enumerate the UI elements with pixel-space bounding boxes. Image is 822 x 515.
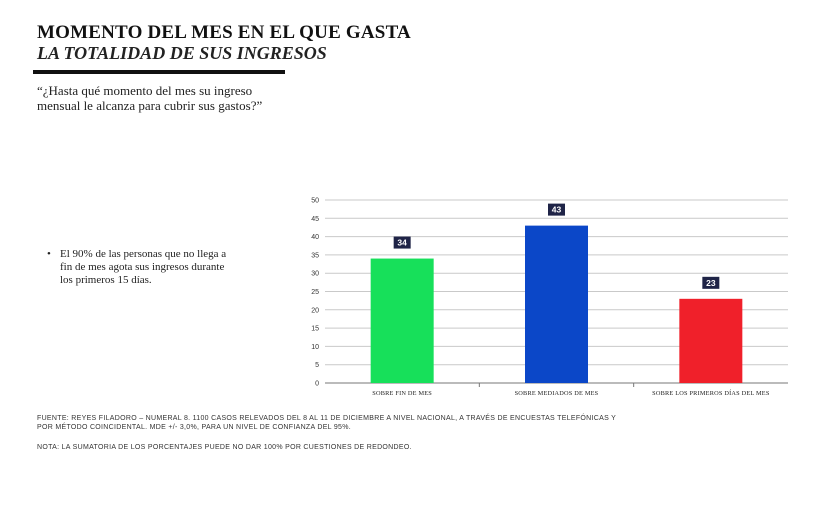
x-tick-label: SOBRE FIN DE MES: [372, 390, 432, 397]
data-label-box: [702, 276, 720, 289]
bar: [370, 258, 434, 383]
source-note: FUENTE: REYES FILADORO – NUMERAL 8. 1100…: [37, 415, 617, 431]
data-label-box: [548, 203, 565, 216]
bullet-symbol: •: [47, 248, 51, 260]
y-tick-label: 40: [311, 234, 319, 241]
survey-question: “¿Hasta qué momento del mes su ingreso m…: [37, 83, 263, 113]
title-underline: [33, 70, 285, 74]
y-tick-label: 5: [315, 362, 319, 369]
y-tick-label: 45: [311, 216, 319, 223]
rounding-note: NOTA: LA SUMATORIA DE LOS PORCENTAJES PU…: [37, 444, 412, 451]
y-tick-label: 25: [311, 289, 319, 296]
bar: [525, 225, 588, 383]
insight-bullet: • El 90% de las personas que no llega a …: [47, 248, 237, 287]
data-label: 43: [552, 205, 562, 215]
bar-chart: 0 5 10 15 20 25 30 35 40 45 50 34 SOBRE FIN DE MES 43…: [311, 198, 788, 397]
y-tick-label: 15: [311, 326, 319, 333]
y-tick-label: 10: [311, 344, 319, 351]
x-tick-label: SOBRE MEDIADOS DE MES: [515, 390, 599, 397]
bar: [679, 298, 743, 383]
y-tick-label: 30: [311, 271, 319, 278]
data-label-box: [393, 236, 411, 249]
y-tick-label: 0: [315, 381, 319, 388]
page-subtitle: LA TOTALIDAD DE SUS INGRESOS: [37, 43, 327, 63]
y-tick-label: 50: [311, 198, 319, 205]
y-tick-label: 20: [311, 307, 319, 314]
bullet-text: El 90% de las personas que no llega a fi…: [60, 248, 227, 286]
y-tick-label: 35: [311, 252, 319, 259]
page-title: MOMENTO DEL MES EN EL QUE GASTA: [37, 22, 411, 43]
data-label: 34: [397, 238, 407, 248]
x-tick-label: SOBRE LOS PRIMEROS DÍAS DEL MES: [652, 389, 770, 397]
data-label: 23: [706, 278, 716, 288]
